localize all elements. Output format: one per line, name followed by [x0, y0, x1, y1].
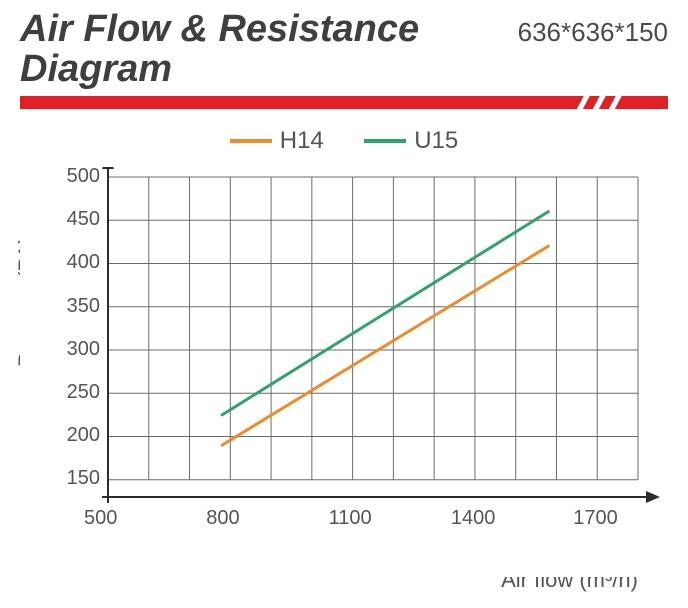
x-tick-label: 500 [84, 507, 117, 530]
x-tick-label: 1400 [451, 507, 496, 530]
divider-slash [590, 96, 608, 109]
page-title-line2: Diagram [20, 50, 172, 90]
y-tick-label: 500 [54, 165, 100, 188]
filter-dimensions: 636*636*150 [518, 17, 668, 48]
chart: Pressure(PA) Air flow (m³/h) 15020025030… [20, 167, 668, 597]
y-tick-label: 150 [54, 467, 100, 490]
divider-bar [20, 96, 668, 109]
y-tick-label: 350 [54, 295, 100, 318]
legend-label: H14 [280, 127, 324, 155]
chart-legend: H14 U15 [0, 127, 688, 155]
x-tick-label: 800 [206, 507, 239, 530]
divider-slash [606, 96, 624, 109]
y-tick-label: 200 [54, 424, 100, 447]
header: Air Flow & Resistance Diagram 636*636*15… [0, 0, 688, 90]
x-tick-label: 1700 [573, 507, 618, 530]
x-tick-label: 1100 [329, 507, 372, 530]
divider-slash [574, 96, 592, 109]
legend-swatch-h14 [230, 139, 272, 143]
legend-swatch-u15 [364, 139, 406, 143]
y-tick-label: 250 [54, 381, 100, 404]
y-tick-label: 450 [54, 208, 100, 231]
legend-item-h14: H14 [230, 127, 324, 155]
legend-label: U15 [414, 127, 458, 155]
legend-item-u15: U15 [364, 127, 458, 155]
y-tick-label: 300 [54, 338, 100, 361]
y-tick-label: 400 [54, 251, 100, 274]
page-title-line1: Air Flow & Resistance [20, 10, 419, 50]
